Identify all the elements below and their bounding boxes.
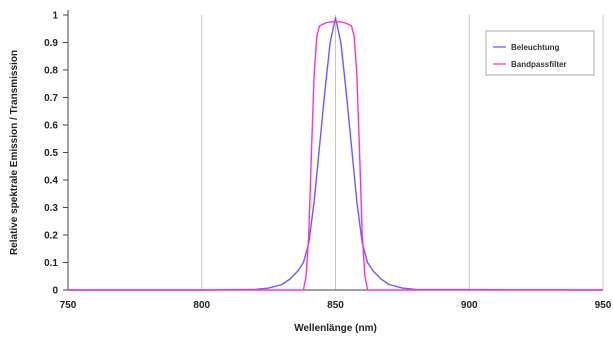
y-tick-label-0.9: 0.9 (44, 38, 58, 49)
x-tick-label-950: 950 (595, 300, 612, 311)
series-line-beleuchtung (68, 17, 604, 291)
x-tick-label-900: 900 (461, 300, 478, 311)
y-tick-label-0.7: 0.7 (44, 93, 58, 104)
x-tick-label-800: 800 (193, 300, 210, 311)
y-tick-label-0.5: 0.5 (44, 148, 58, 159)
y-tick-label-1: 1 (52, 11, 58, 22)
y-axis-label: Relative spektrale Emission / Transmissi… (9, 50, 20, 255)
x-tick-label-750: 750 (60, 300, 77, 311)
legend: Beleuchtung Bandpassfilter (485, 30, 595, 76)
y-tick-label-0.3: 0.3 (44, 203, 58, 214)
x-tick-label-850: 850 (327, 300, 344, 311)
series-line-bandpassfilter (68, 21, 603, 291)
legend-label-bandpassfilter: Bandpassfilter (511, 60, 567, 69)
legend-label-beleuchtung: Beleuchtung (511, 43, 560, 52)
tick-labels: 750 800 850 900 950 0 0.1 0.2 0.3 0.4 0.5 0.6 0.7 0.8… (44, 11, 612, 312)
y-tick-label-0.4: 0.4 (44, 176, 58, 187)
grid (201, 15, 604, 290)
x-axis-label: Wellenlänge (nm) (294, 323, 377, 334)
series-group (68, 17, 604, 291)
y-tick-label-0.2: 0.2 (44, 231, 58, 242)
y-tick-label-0: 0 (52, 286, 58, 297)
y-tick-label-0.8: 0.8 (44, 66, 58, 77)
y-tick-label-0.1: 0.1 (44, 258, 58, 269)
y-tick-label-0.6: 0.6 (44, 121, 58, 132)
legend-box (485, 30, 595, 76)
